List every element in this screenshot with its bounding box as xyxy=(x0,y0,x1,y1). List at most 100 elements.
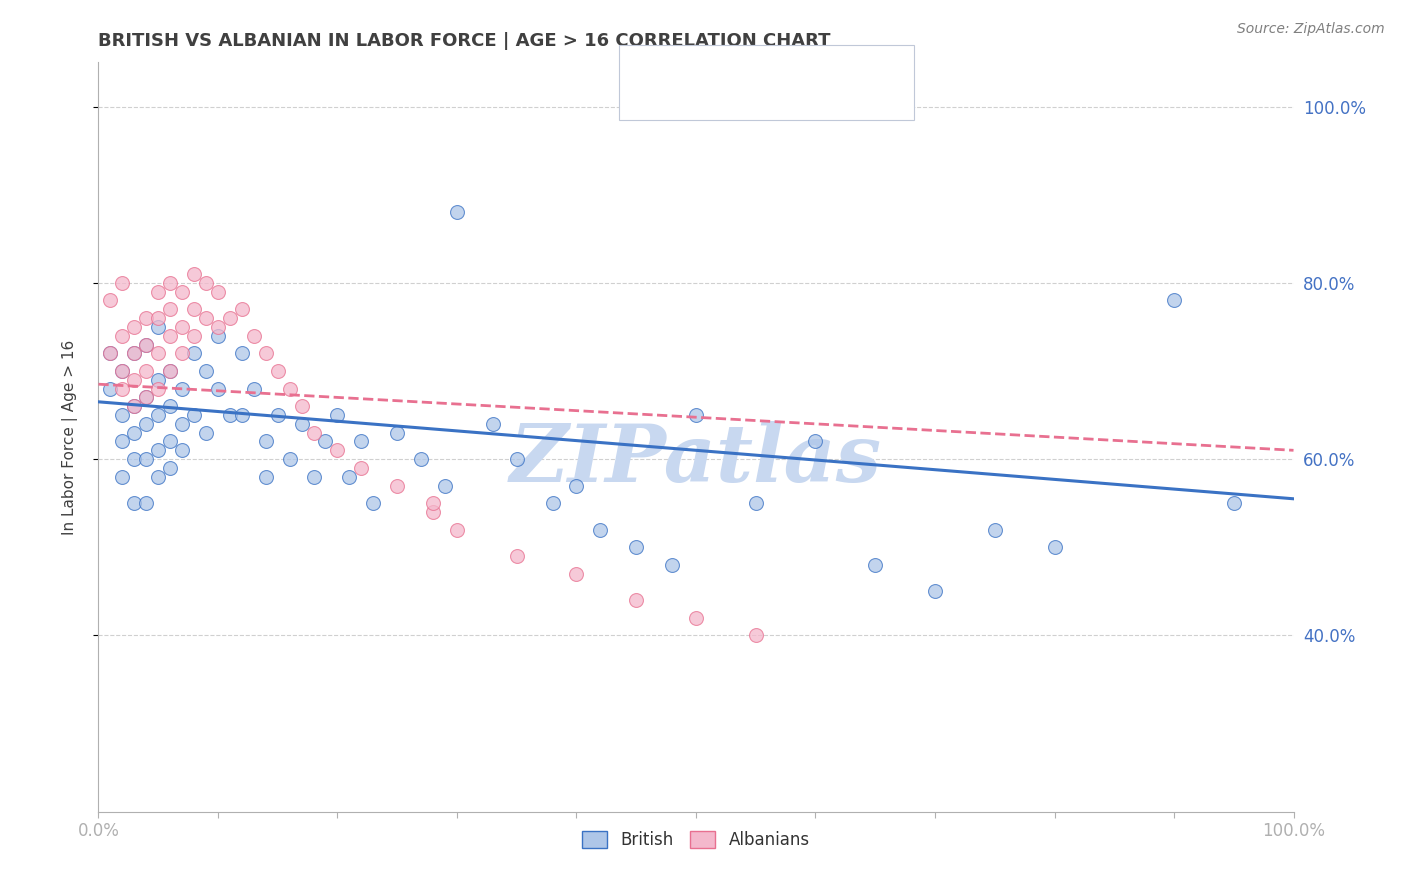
Point xyxy=(148,285,170,299)
Point xyxy=(219,408,242,422)
Point xyxy=(411,452,433,467)
Point xyxy=(363,496,385,510)
Point xyxy=(626,541,648,555)
Point xyxy=(183,302,205,317)
Point xyxy=(124,346,146,360)
Point xyxy=(207,285,229,299)
Point xyxy=(183,346,205,360)
Point xyxy=(159,328,181,343)
Point xyxy=(183,408,205,422)
Text: -0.073: -0.073 xyxy=(718,92,779,110)
Point xyxy=(243,328,266,343)
Point xyxy=(506,549,529,563)
Point xyxy=(195,425,218,440)
Point xyxy=(172,443,194,458)
Point xyxy=(434,478,457,492)
Point xyxy=(111,364,134,378)
Point xyxy=(111,328,134,343)
Text: R =: R = xyxy=(681,55,717,73)
Point xyxy=(159,276,181,290)
Point xyxy=(626,593,648,607)
Point xyxy=(159,364,181,378)
Point xyxy=(159,461,181,475)
Point xyxy=(685,408,707,422)
Point xyxy=(111,276,134,290)
Point xyxy=(148,346,170,360)
Point xyxy=(267,364,290,378)
Point xyxy=(111,364,134,378)
Point xyxy=(111,382,134,396)
Point xyxy=(422,496,444,510)
Point xyxy=(159,364,181,378)
Point xyxy=(124,425,146,440)
Point xyxy=(124,399,146,413)
Point xyxy=(1163,293,1185,308)
Point xyxy=(231,302,253,317)
Point xyxy=(339,469,361,483)
Y-axis label: In Labor Force | Age > 16: In Labor Force | Age > 16 xyxy=(62,340,77,534)
Legend: British, Albanians: British, Albanians xyxy=(575,824,817,855)
Point xyxy=(124,452,146,467)
Point xyxy=(124,373,146,387)
Point xyxy=(135,311,157,326)
Point xyxy=(278,382,301,396)
Point xyxy=(135,337,157,351)
Point xyxy=(135,337,157,351)
Text: 51: 51 xyxy=(841,92,863,110)
Point xyxy=(159,434,181,449)
Point xyxy=(183,267,205,281)
Point xyxy=(207,328,229,343)
Point xyxy=(172,319,194,334)
Text: R =: R = xyxy=(681,92,717,110)
Point xyxy=(924,584,946,599)
Point xyxy=(589,523,612,537)
Point xyxy=(350,461,373,475)
Point xyxy=(243,382,266,396)
FancyBboxPatch shape xyxy=(630,50,669,78)
Point xyxy=(254,346,277,360)
Point xyxy=(135,391,157,405)
Point xyxy=(422,505,444,519)
Point xyxy=(172,346,194,360)
Point xyxy=(148,311,170,326)
Point xyxy=(207,382,229,396)
Point xyxy=(278,452,301,467)
Text: N =: N = xyxy=(801,55,838,73)
Point xyxy=(98,382,122,396)
Point xyxy=(98,293,122,308)
Point xyxy=(291,399,314,413)
Point xyxy=(446,205,468,219)
Point xyxy=(254,469,277,483)
Point xyxy=(148,443,170,458)
Point xyxy=(172,285,194,299)
Text: BRITISH VS ALBANIAN IN LABOR FORCE | AGE > 16 CORRELATION CHART: BRITISH VS ALBANIAN IN LABOR FORCE | AGE… xyxy=(98,32,831,50)
Point xyxy=(385,478,409,492)
Point xyxy=(148,373,170,387)
Point xyxy=(159,302,181,317)
Point xyxy=(124,399,146,413)
Point xyxy=(541,496,564,510)
Point xyxy=(315,434,337,449)
Point xyxy=(385,425,409,440)
Point xyxy=(661,558,683,572)
Point xyxy=(148,382,170,396)
Point xyxy=(350,434,373,449)
Point xyxy=(231,408,253,422)
Point xyxy=(804,434,827,449)
Point xyxy=(124,346,146,360)
FancyBboxPatch shape xyxy=(630,87,669,116)
Point xyxy=(135,417,157,431)
Text: ZIPatlas: ZIPatlas xyxy=(510,421,882,499)
Point xyxy=(135,496,157,510)
Text: 69: 69 xyxy=(841,55,863,73)
Point xyxy=(254,434,277,449)
Point xyxy=(207,319,229,334)
Point xyxy=(195,311,218,326)
Point xyxy=(267,408,290,422)
Point xyxy=(195,276,218,290)
Point xyxy=(135,364,157,378)
Point xyxy=(195,364,218,378)
Point xyxy=(111,469,134,483)
Text: Source: ZipAtlas.com: Source: ZipAtlas.com xyxy=(1237,22,1385,37)
Text: -0.104: -0.104 xyxy=(718,55,779,73)
